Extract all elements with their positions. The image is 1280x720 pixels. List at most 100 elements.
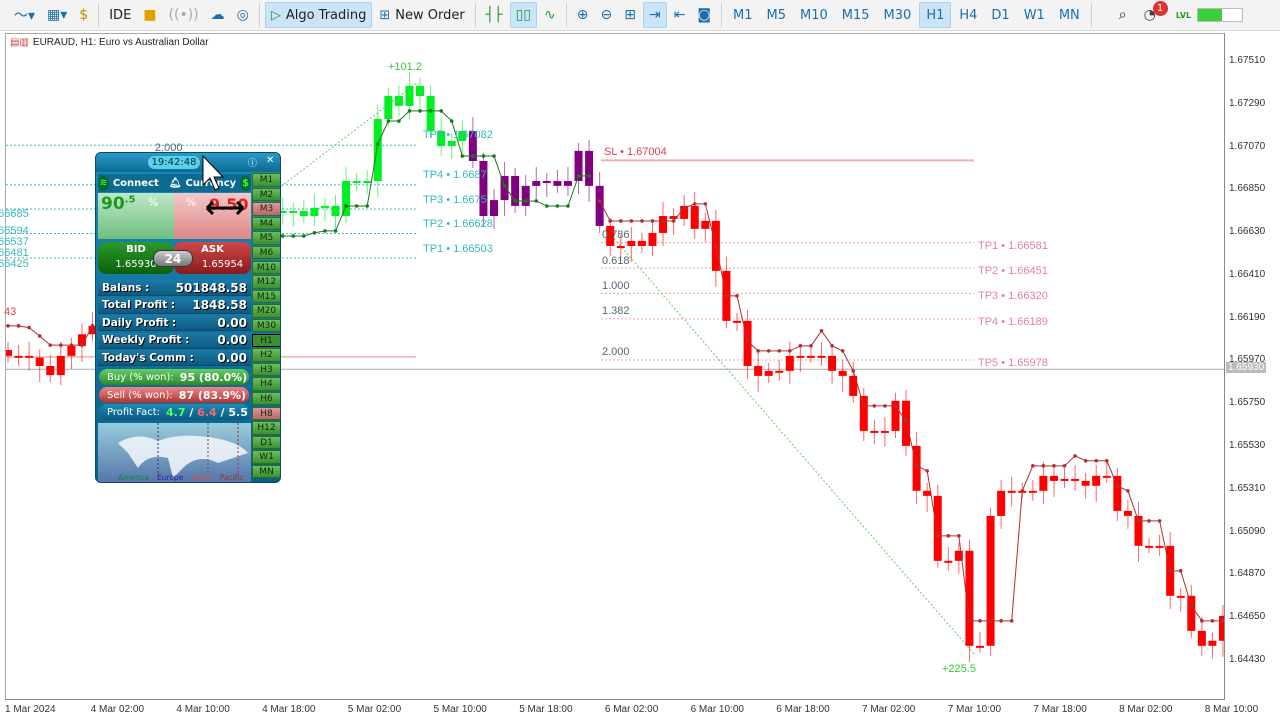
algo-trading-button[interactable]: ▷ Algo Trading: [264, 2, 373, 28]
sell-trail-line-dot: [37, 334, 42, 338]
timeframe-d1[interactable]: D1: [991, 7, 1010, 23]
vps-icon[interactable]: ◎: [236, 7, 249, 23]
timeframe-h1[interactable]: H1: [919, 2, 952, 28]
panel-timeframe-w1[interactable]: W1: [252, 450, 280, 464]
market-icon[interactable]: $: [79, 7, 89, 23]
panel-timeframe-mn[interactable]: MN: [252, 464, 280, 479]
panel-timeframe-m5[interactable]: M5: [252, 231, 280, 245]
sell-trail-line-dot: [1200, 619, 1204, 623]
panel-row-label: Total Profit :: [102, 299, 176, 311]
candle-body: [1187, 595, 1196, 631]
chart-title-text: EURAUD, H1: Euro vs Australian Dollar: [32, 37, 209, 48]
sell-trail-line-dot: [1041, 464, 1046, 468]
auto-scroll-icon[interactable]: ⇥: [642, 2, 667, 28]
search-icon[interactable]: ⌕: [1118, 7, 1127, 23]
bar-chart-icon[interactable]: ┤├: [485, 7, 503, 23]
panel-timeframe-m15[interactable]: M15: [252, 289, 280, 304]
panel-timeframe-h6[interactable]: H6: [252, 391, 280, 406]
connect-label[interactable]: Connect: [112, 177, 159, 189]
panel-timeframe-m1[interactable]: M1: [252, 173, 280, 187]
buy-stats-value: 95 (80.0%): [179, 370, 248, 384]
timeframe-w1[interactable]: W1: [1023, 7, 1045, 23]
timeframe-mn[interactable]: MN: [1058, 7, 1080, 23]
chart-title: ▤▥ EURAUD, H1: Euro vs Australian Dollar: [10, 37, 209, 48]
chart-type-icon[interactable]: 〜▾: [14, 8, 36, 24]
panel-timeframe-h4[interactable]: H4: [252, 377, 280, 391]
buy-trail-line-dot: [523, 199, 528, 203]
signal-icon[interactable]: ((•)): [168, 7, 199, 23]
chart-canvas: [6, 71, 1224, 662]
buy-trail-line-dot: [449, 119, 454, 123]
timeframe-h4[interactable]: H4: [959, 7, 978, 23]
close-icon[interactable]: ✕: [266, 155, 275, 166]
timeframe-m1[interactable]: M1: [733, 7, 753, 23]
price-tick: 1.66190: [1229, 311, 1266, 323]
candle-body: [320, 205, 329, 208]
candle-body: [923, 490, 932, 496]
panel-timeframe-h3[interactable]: H3: [252, 362, 280, 377]
zoom-out-icon[interactable]: ⊖: [600, 7, 613, 23]
screenshot-icon[interactable]: ◙: [697, 7, 712, 23]
buy-stats: Buy (% won): 95 (80.0%): [99, 369, 249, 385]
chart-shift-icon[interactable]: ⇤: [673, 7, 686, 23]
price-tick: 1.67290: [1229, 97, 1266, 109]
price-tick: 1.65970: [1229, 354, 1266, 366]
fib-level-label: 2.000: [602, 346, 630, 358]
new-order-button[interactable]: ⊞ New Order: [374, 2, 469, 28]
panel-timeframe-d1[interactable]: D1: [252, 435, 280, 450]
sell-trail-line-dot: [819, 329, 824, 333]
panel-timeframe-m4[interactable]: M4: [252, 216, 280, 231]
ide-button[interactable]: IDE: [109, 7, 132, 23]
panel-timeframe-m20[interactable]: M20: [252, 304, 280, 318]
candlestick-icon[interactable]: ▯▯: [509, 2, 538, 28]
sell-trail-line-dot: [1147, 519, 1151, 523]
wifi-icon[interactable]: ≋: [98, 175, 109, 191]
notifications-button[interactable]: ◔ 1: [1139, 1, 1168, 28]
panel-timeframe-m30[interactable]: M30: [252, 318, 280, 333]
shopping-bag-icon[interactable]: ■: [143, 7, 157, 23]
panel-timeframe-h2[interactable]: H2: [252, 348, 280, 362]
grid-icon[interactable]: ⊞: [624, 7, 636, 23]
dollar-icon[interactable]: $: [240, 175, 251, 191]
timeframe-bar: M1 M5 M10 M15 M30 H1 H4 D1 W1 MN: [726, 2, 1087, 28]
chart-templates-icon[interactable]: ▦▾: [47, 7, 68, 23]
panel-timeframe-m3[interactable]: M3: [252, 202, 280, 216]
panel-timeframe-h8[interactable]: H8: [252, 406, 280, 420]
candle-body: [627, 240, 636, 246]
panel-timeframe-h12[interactable]: H12: [252, 421, 280, 435]
candle-body: [637, 240, 646, 246]
line-chart-icon[interactable]: ∿: [544, 7, 556, 23]
divider: [258, 3, 260, 27]
panel-timeframe-m12[interactable]: M12: [252, 275, 280, 289]
candle-body: [490, 200, 498, 217]
candle-body: [616, 245, 625, 248]
candle-body: [891, 400, 900, 431]
sell-trail-line-dot: [967, 619, 972, 623]
chart-area[interactable]: [5, 33, 1225, 700]
timeframe-m15[interactable]: M15: [841, 7, 870, 23]
price-axis[interactable]: 1.67510 1.67290 1.67070 1.66850 1.66630 1.664…: [1226, 33, 1280, 700]
sell-stats: Sell (% won): 87 (83.9%): [99, 387, 249, 403]
time-tick: 5 Mar 02:00: [347, 704, 402, 715]
resize-cursor-icon: [205, 200, 245, 216]
left-edge-label: 43: [4, 306, 17, 318]
zoom-in-icon[interactable]: ⊕: [576, 7, 589, 23]
sell-trail-line-dot: [48, 343, 53, 347]
cloud-icon[interactable]: ☁: [210, 7, 225, 23]
timeframe-m5[interactable]: M5: [766, 7, 787, 23]
panel-timeframe-m2[interactable]: M2: [252, 187, 280, 202]
panel-header[interactable]: 19:42:48 ⓘ ✕: [96, 153, 280, 172]
timeframe-m30[interactable]: M30: [883, 7, 912, 23]
sell-trail-line-dot: [1178, 569, 1183, 573]
panel-timeframe-m6[interactable]: M6: [252, 245, 280, 260]
currency-label[interactable]: Currency: [185, 177, 237, 189]
time-axis[interactable]: 1 Mar 2024 4 Mar 02:00 4 Mar 10:00 4 Mar 18…: [0, 700, 1280, 720]
timeframe-m10[interactable]: M10: [800, 7, 828, 23]
panel-timeframe-h1[interactable]: H1: [252, 333, 280, 348]
info-button[interactable]: ⓘ: [248, 159, 258, 169]
candle-body: [690, 205, 699, 229]
win-percent: 90.5: [101, 194, 136, 214]
panel-timeframe-m10[interactable]: M10: [252, 260, 280, 275]
panel-row-value: 0.00: [217, 350, 247, 365]
bell-icon[interactable]: 🔔︎: [168, 177, 182, 189]
